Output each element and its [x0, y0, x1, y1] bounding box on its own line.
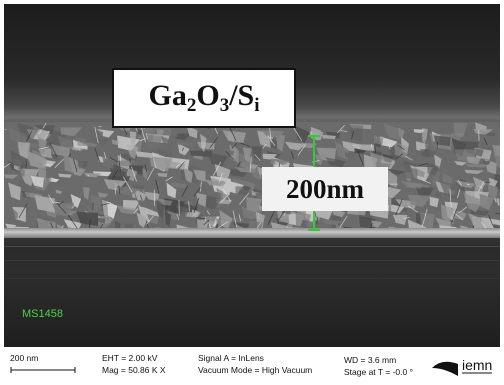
thickness-label: 200nm [262, 167, 388, 211]
stage-tilt-value: Stage at T = -0.0 ° [344, 367, 413, 378]
iemn-logo: iemn [428, 354, 496, 378]
sem-image: Ga2O3/Si 200nm MS1458 [4, 4, 500, 347]
vacuum-mode-value: Vacuum Mode = High Vacuum [198, 365, 312, 376]
film-substrate-interface [4, 228, 500, 238]
scale-bar [10, 367, 76, 373]
sem-data-bar: 200 nm EHT = 2.00 kV Mag = 50.86 K X Sig… [4, 348, 500, 382]
sample-title-label: Ga2O3/Si [112, 68, 296, 128]
film-grain-texture [4, 122, 500, 230]
working-distance-value: WD = 3.6 mm [344, 355, 396, 366]
eht-value: EHT = 2.00 kV [102, 353, 157, 364]
sample-id: MS1458 [22, 308, 63, 320]
signal-value: Signal A = InLens [198, 353, 264, 364]
scale-bar-label: 200 nm [10, 353, 38, 364]
svg-text:iemn: iemn [462, 357, 492, 373]
silicon-substrate-layer [4, 238, 500, 347]
magnification-value: Mag = 50.86 K X [102, 365, 166, 376]
gallium-oxide-film-layer [4, 122, 500, 230]
